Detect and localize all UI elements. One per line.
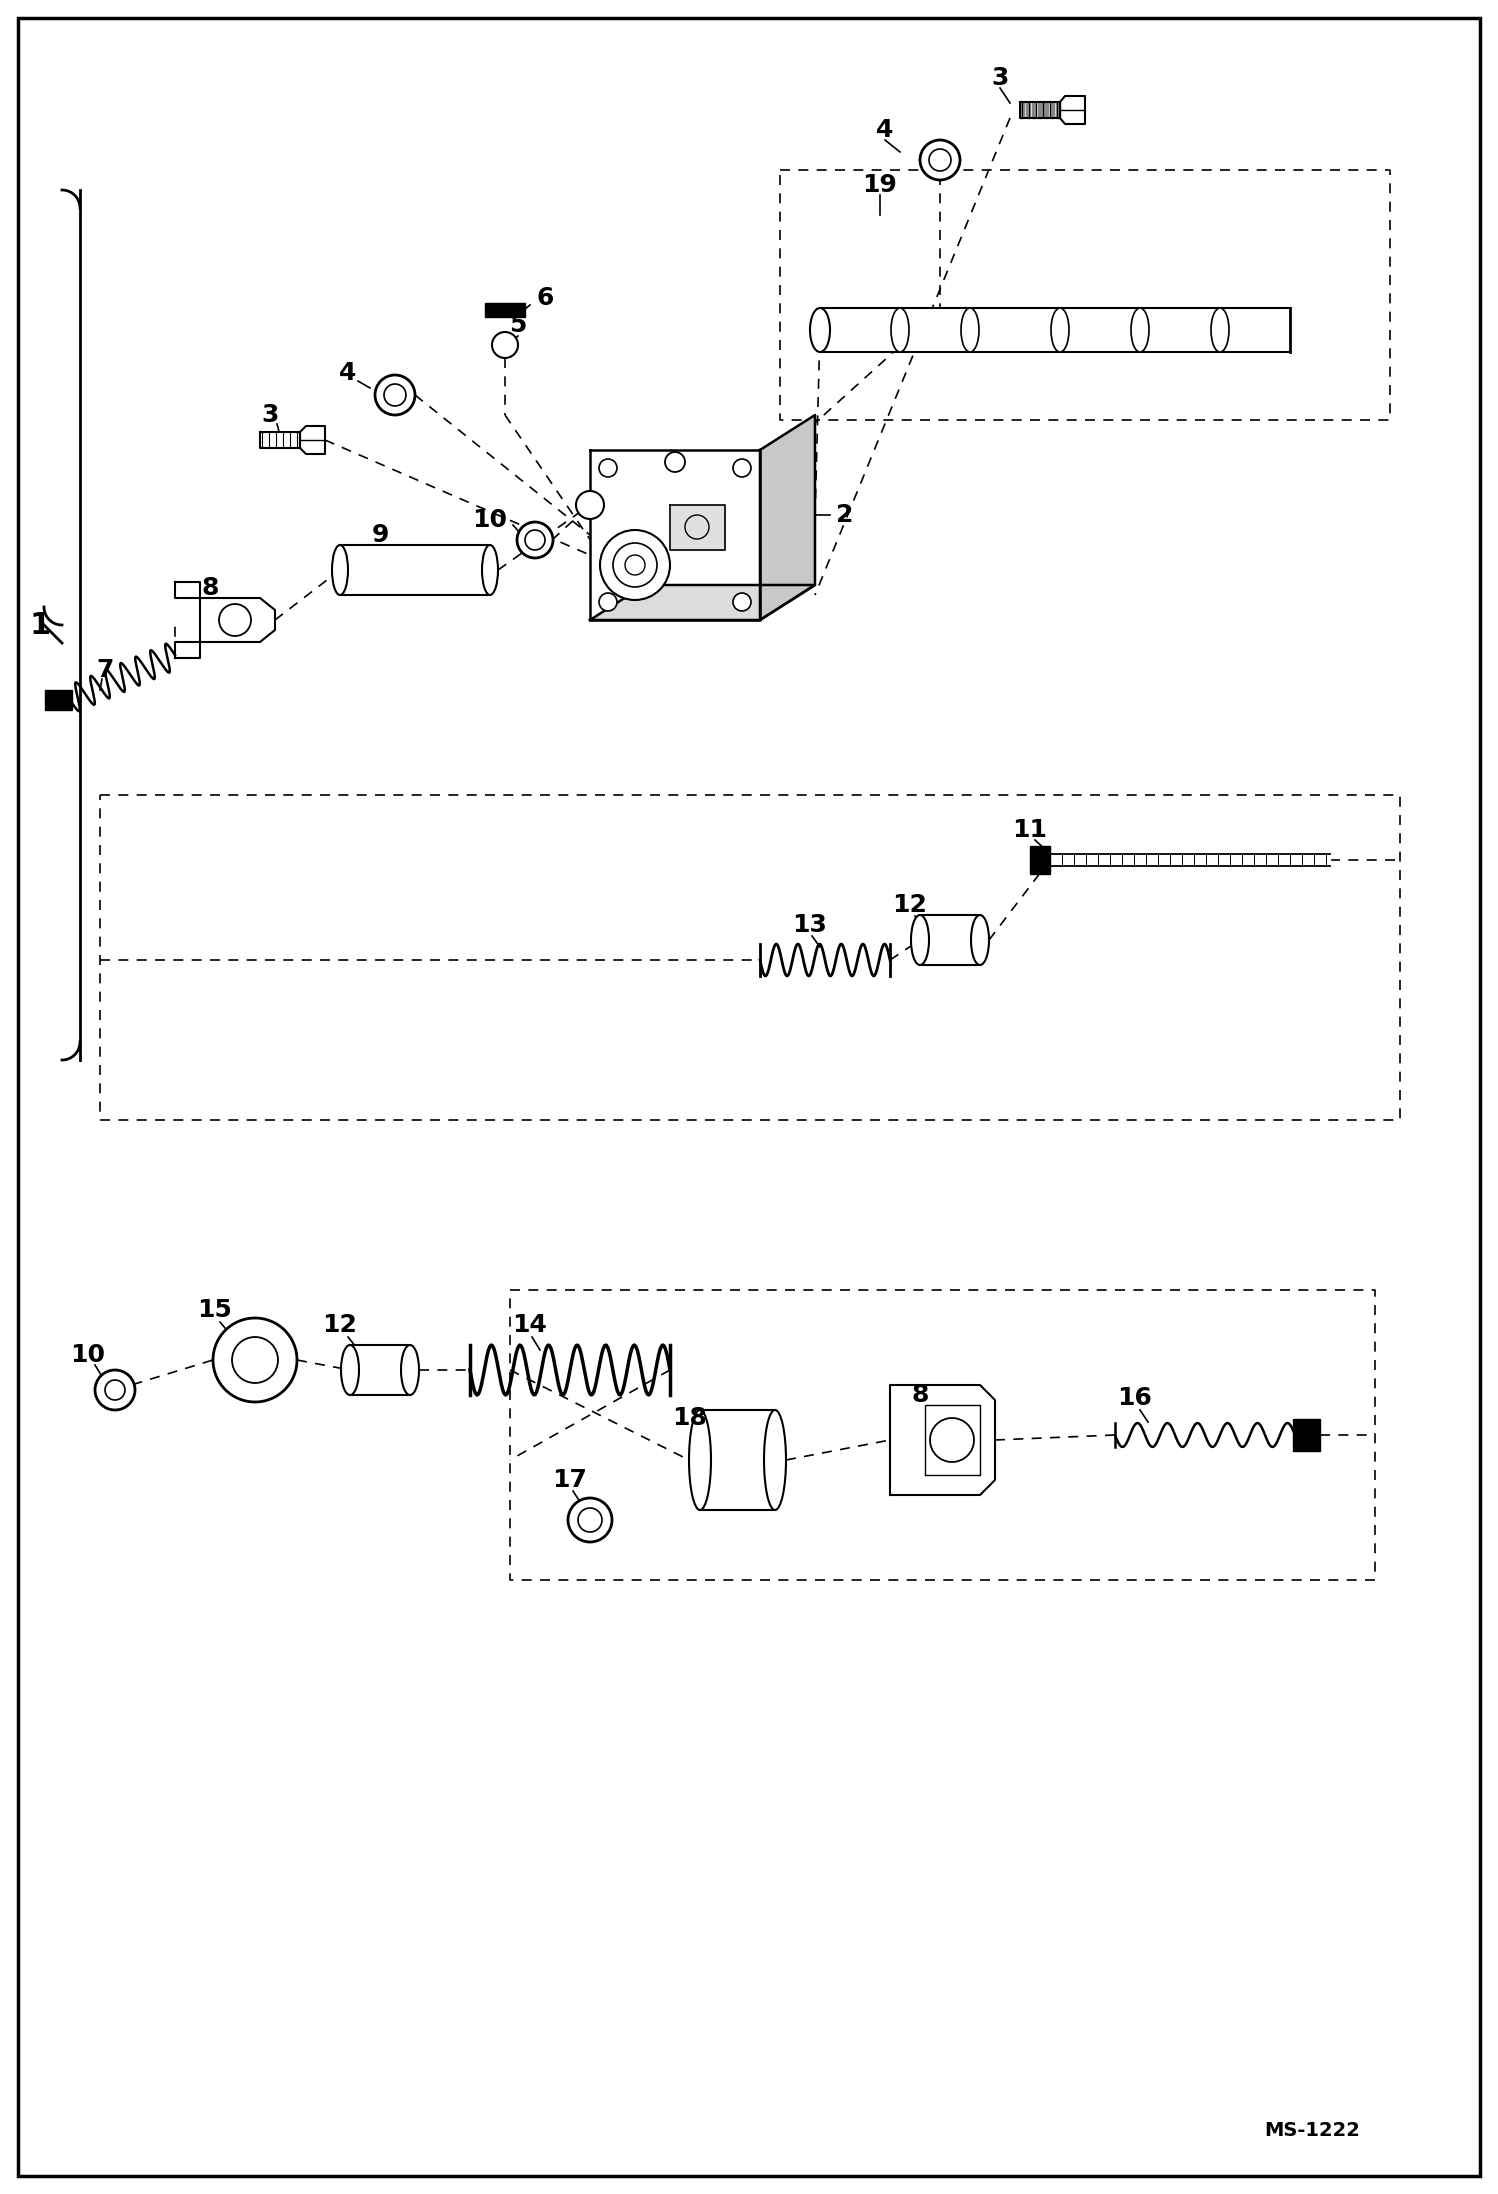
Text: 14: 14 [512,1312,547,1336]
Polygon shape [300,426,325,454]
Circle shape [213,1319,297,1402]
Polygon shape [819,307,1290,351]
Polygon shape [1061,97,1085,125]
Circle shape [232,1336,279,1382]
Polygon shape [485,303,524,316]
Text: 12: 12 [322,1312,358,1336]
Text: 3: 3 [261,404,279,428]
Ellipse shape [333,544,348,595]
Polygon shape [45,689,72,711]
Polygon shape [1026,101,1031,118]
Circle shape [577,491,604,520]
Circle shape [94,1369,135,1411]
Text: 10: 10 [472,509,508,531]
Polygon shape [1038,101,1043,118]
Ellipse shape [342,1345,360,1395]
Text: 1: 1 [30,610,51,638]
Ellipse shape [971,915,989,965]
Text: 17: 17 [553,1468,587,1492]
Polygon shape [201,599,276,643]
Ellipse shape [911,915,929,965]
Text: 15: 15 [198,1299,232,1323]
Polygon shape [1056,101,1061,118]
Text: 2: 2 [836,502,854,527]
Circle shape [599,459,617,476]
Text: 12: 12 [893,893,927,917]
Polygon shape [590,586,815,621]
Polygon shape [700,1411,774,1509]
Polygon shape [175,643,201,658]
Polygon shape [1032,101,1037,118]
Polygon shape [261,432,300,448]
Circle shape [920,140,960,180]
Polygon shape [1020,101,1025,118]
Circle shape [599,592,617,610]
Text: 8: 8 [201,577,219,599]
Text: 18: 18 [673,1406,707,1430]
Text: 16: 16 [1118,1387,1152,1411]
Text: 11: 11 [1013,818,1047,842]
Text: 7: 7 [96,658,114,682]
Ellipse shape [482,544,497,595]
Polygon shape [175,581,201,599]
Circle shape [374,375,415,415]
Polygon shape [924,1404,980,1474]
Ellipse shape [1052,307,1070,351]
Text: 10: 10 [70,1343,105,1367]
Ellipse shape [1131,307,1149,351]
Text: 4: 4 [340,362,357,384]
Polygon shape [1020,101,1061,118]
Polygon shape [351,1345,410,1395]
Circle shape [491,331,518,358]
Circle shape [601,531,670,599]
Ellipse shape [764,1411,786,1509]
Circle shape [517,522,553,557]
Text: 9: 9 [372,522,388,546]
Polygon shape [1044,101,1049,118]
Text: 4: 4 [876,118,894,143]
Polygon shape [670,505,725,551]
Polygon shape [1050,853,1330,867]
Text: 5: 5 [509,314,527,338]
Polygon shape [1031,847,1050,873]
Ellipse shape [401,1345,419,1395]
Polygon shape [340,544,490,595]
Text: 8: 8 [911,1382,929,1406]
Ellipse shape [810,307,830,351]
Circle shape [665,452,685,472]
Text: 6: 6 [536,285,554,309]
Polygon shape [1050,101,1055,118]
Ellipse shape [1210,307,1228,351]
Polygon shape [759,415,815,621]
Ellipse shape [962,307,980,351]
Ellipse shape [891,307,909,351]
Ellipse shape [689,1411,712,1509]
Text: MS-1222: MS-1222 [1264,2119,1360,2139]
Polygon shape [590,450,759,621]
Circle shape [733,592,750,610]
Polygon shape [1293,1420,1320,1450]
Polygon shape [890,1384,995,1494]
Text: 19: 19 [863,173,897,197]
Circle shape [568,1499,613,1542]
Circle shape [733,459,750,476]
Polygon shape [920,915,980,965]
Text: 3: 3 [992,66,1008,90]
Text: 13: 13 [792,913,827,937]
